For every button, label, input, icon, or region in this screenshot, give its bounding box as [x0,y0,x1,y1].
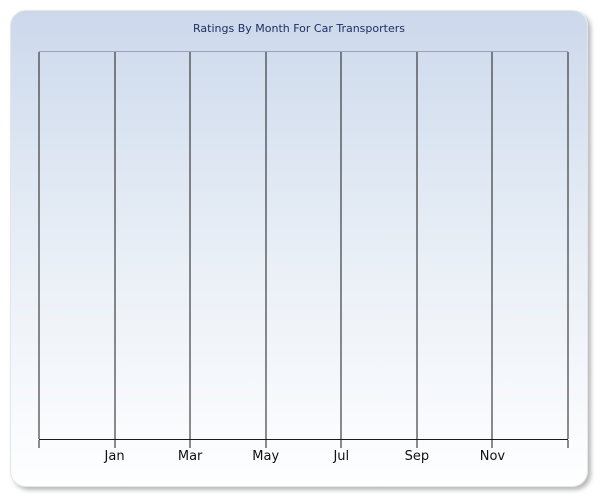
gridline [38,52,40,439]
x-axis-label: Sep [404,449,430,464]
x-axis-label: Nov [479,449,506,464]
gridline [567,52,569,439]
x-axis-tick [265,440,267,448]
gridline [265,52,267,439]
chart-title: Ratings By Month For Car Transporters [193,22,405,35]
x-axis-label: May [252,449,280,464]
x-axis-tick [38,440,40,448]
gridline [189,52,191,439]
x-axis-tick [340,440,342,448]
x-axis-tick [416,440,418,448]
x-axis-tick [567,440,569,448]
gridline [491,52,493,439]
x-axis-tick [114,440,116,448]
gridline [416,52,418,439]
x-axis-tick [189,440,191,448]
x-axis-tick [491,440,493,448]
gridline [114,52,116,439]
gridline [340,52,342,439]
x-axis-label: Jul [333,449,350,464]
x-axis-label: Mar [177,449,203,464]
x-axis-labels: Jan Mar May Jul Sep Nov [39,448,568,465]
plot-area [38,51,569,448]
x-axis-label: Jan [104,449,125,464]
chart-panel: Ratings By Month For Car Transporters Ja… [10,10,588,487]
